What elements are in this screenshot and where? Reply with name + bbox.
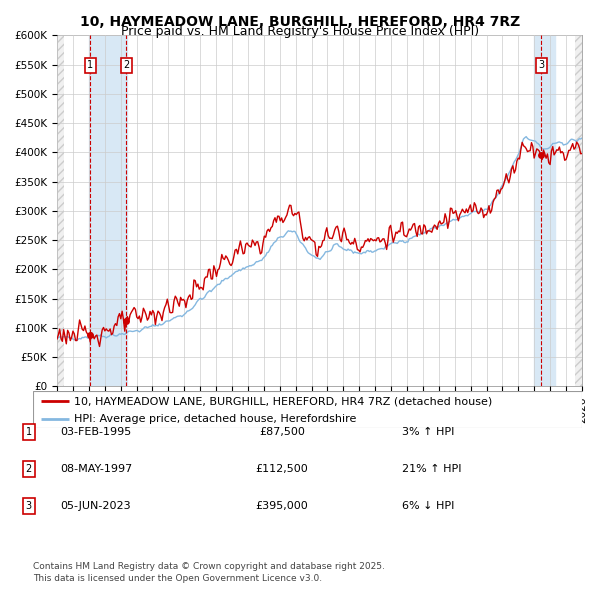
Text: 10, HAYMEADOW LANE, BURGHILL, HEREFORD, HR4 7RZ (detached house): 10, HAYMEADOW LANE, BURGHILL, HEREFORD, … xyxy=(74,396,493,407)
Text: 10, HAYMEADOW LANE, BURGHILL, HEREFORD, HR4 7RZ: 10, HAYMEADOW LANE, BURGHILL, HEREFORD, … xyxy=(80,15,520,29)
Text: Price paid vs. HM Land Registry's House Price Index (HPI): Price paid vs. HM Land Registry's House … xyxy=(121,25,479,38)
Text: 1: 1 xyxy=(26,427,32,437)
Text: 08-MAY-1997: 08-MAY-1997 xyxy=(60,464,132,474)
Text: 03-FEB-1995: 03-FEB-1995 xyxy=(60,427,131,437)
Text: £112,500: £112,500 xyxy=(256,464,308,474)
Text: 1: 1 xyxy=(87,60,94,70)
Text: 3% ↑ HPI: 3% ↑ HPI xyxy=(402,427,454,437)
Bar xyxy=(57,35,64,386)
Text: HPI: Average price, detached house, Herefordshire: HPI: Average price, detached house, Here… xyxy=(74,414,356,424)
Text: 21% ↑ HPI: 21% ↑ HPI xyxy=(402,464,461,474)
Text: 2: 2 xyxy=(123,60,130,70)
Text: £395,000: £395,000 xyxy=(256,502,308,511)
Text: £87,500: £87,500 xyxy=(259,427,305,437)
Text: 3: 3 xyxy=(26,502,32,511)
Bar xyxy=(534,35,555,386)
Text: Contains HM Land Registry data © Crown copyright and database right 2025.
This d: Contains HM Land Registry data © Crown c… xyxy=(33,562,385,583)
FancyBboxPatch shape xyxy=(33,391,582,428)
Text: 6% ↓ HPI: 6% ↓ HPI xyxy=(402,502,454,511)
Text: 2: 2 xyxy=(26,464,32,474)
Text: 3: 3 xyxy=(538,60,544,70)
Text: 05-JUN-2023: 05-JUN-2023 xyxy=(60,502,131,511)
Bar xyxy=(89,35,127,386)
